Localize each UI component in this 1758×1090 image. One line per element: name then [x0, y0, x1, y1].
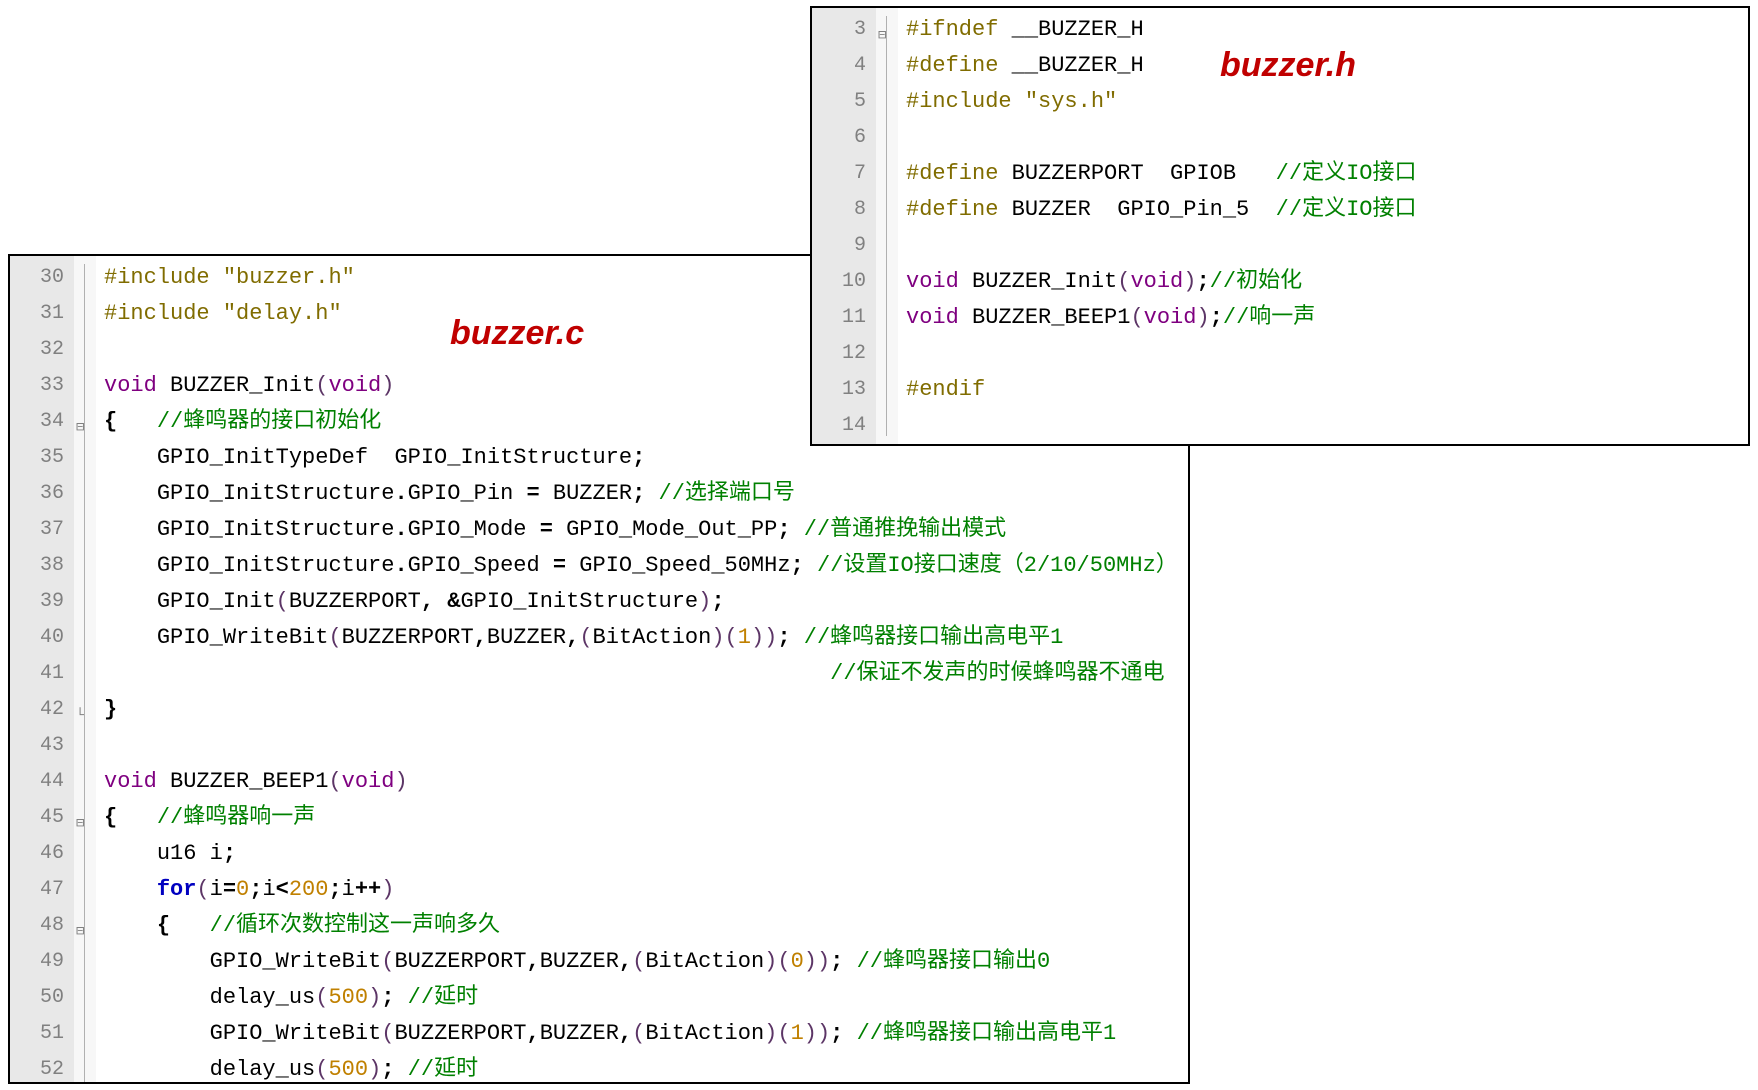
- code-line[interactable]: void BUZZER_BEEP1(void): [104, 764, 1180, 800]
- line-number: 3: [818, 12, 866, 48]
- code-line[interactable]: [906, 336, 1740, 372]
- line-number: 34: [16, 404, 64, 440]
- code-line[interactable]: [906, 120, 1740, 156]
- file-label-buzzer-h: buzzer.h: [1220, 46, 1356, 85]
- line-number: 5: [818, 84, 866, 120]
- line-number: 9: [818, 228, 866, 264]
- line-number: 49: [16, 944, 64, 980]
- line-number: 33: [16, 368, 64, 404]
- code-line[interactable]: [104, 728, 1180, 764]
- code-line[interactable]: delay_us(500); //延时: [104, 1052, 1180, 1084]
- code-line[interactable]: { //循环次数控制这一声响多久: [104, 908, 1180, 944]
- line-number: 6: [818, 120, 866, 156]
- code-line[interactable]: GPIO_Init(BUZZERPORT, &GPIO_InitStructur…: [104, 584, 1180, 620]
- code-line[interactable]: GPIO_InitStructure.GPIO_Speed = GPIO_Spe…: [104, 548, 1180, 584]
- fold-column[interactable]: ⊟: [876, 8, 898, 444]
- code-line[interactable]: GPIO_WriteBit(BUZZERPORT,BUZZER,(BitActi…: [104, 1016, 1180, 1052]
- code-line[interactable]: [906, 408, 1740, 444]
- line-number: 38: [16, 548, 64, 584]
- line-number: 10: [818, 264, 866, 300]
- code-line[interactable]: #include "sys.h": [906, 84, 1740, 120]
- code-line[interactable]: { //蜂鸣器响一声: [104, 800, 1180, 836]
- code-line[interactable]: for(i=0;i<200;i++): [104, 872, 1180, 908]
- line-number: 40: [16, 620, 64, 656]
- line-number-gutter: 3031323334353637383940414243444546474849…: [10, 256, 74, 1082]
- line-number: 36: [16, 476, 64, 512]
- line-number: 47: [16, 872, 64, 908]
- line-number: 46: [16, 836, 64, 872]
- code-line[interactable]: GPIO_InitStructure.GPIO_Mode = GPIO_Mode…: [104, 512, 1180, 548]
- line-number: 13: [818, 372, 866, 408]
- line-number-gutter: 34567891011121314: [812, 8, 876, 444]
- code-line[interactable]: #ifndef __BUZZER_H: [906, 12, 1740, 48]
- line-number: 43: [16, 728, 64, 764]
- line-number: 31: [16, 296, 64, 332]
- fold-column[interactable]: ⊟└⊟⊟└: [74, 256, 96, 1082]
- line-number: 41: [16, 656, 64, 692]
- line-number: 30: [16, 260, 64, 296]
- code-line[interactable]: GPIO_WriteBit(BUZZERPORT,BUZZER,(BitActi…: [104, 944, 1180, 980]
- line-number: 4: [818, 48, 866, 84]
- line-number: 42: [16, 692, 64, 728]
- code-line[interactable]: void BUZZER_BEEP1(void);//响一声: [906, 300, 1740, 336]
- fold-guide-line: [84, 264, 85, 1084]
- line-number: 35: [16, 440, 64, 476]
- code-line[interactable]: //保证不发声的时候蜂鸣器不通电: [104, 656, 1180, 692]
- line-number: 12: [818, 336, 866, 372]
- code-line[interactable]: #define BUZZERPORT GPIOB //定义IO接口: [906, 156, 1740, 192]
- code-line[interactable]: GPIO_InitStructure.GPIO_Pin = BUZZER; //…: [104, 476, 1180, 512]
- file-label-buzzer-c: buzzer.c: [450, 314, 584, 353]
- code-line[interactable]: delay_us(500); //延时: [104, 980, 1180, 1016]
- code-line[interactable]: #endif: [906, 372, 1740, 408]
- line-number: 14: [818, 408, 866, 444]
- line-number: 51: [16, 1016, 64, 1052]
- line-number: 37: [16, 512, 64, 548]
- fold-guide-line: [886, 16, 887, 436]
- code-line[interactable]: #define BUZZER GPIO_Pin_5 //定义IO接口: [906, 192, 1740, 228]
- line-number: 39: [16, 584, 64, 620]
- code-line[interactable]: [906, 228, 1740, 264]
- line-number: 52: [16, 1052, 64, 1084]
- line-number: 45: [16, 800, 64, 836]
- code-line[interactable]: void BUZZER_Init(void);//初始化: [906, 264, 1740, 300]
- code-line[interactable]: }: [104, 692, 1180, 728]
- line-number: 32: [16, 332, 64, 368]
- line-number: 48: [16, 908, 64, 944]
- line-number: 11: [818, 300, 866, 336]
- line-number: 7: [818, 156, 866, 192]
- code-line[interactable]: u16 i;: [104, 836, 1180, 872]
- code-line[interactable]: GPIO_WriteBit(BUZZERPORT,BUZZER,(BitActi…: [104, 620, 1180, 656]
- line-number: 50: [16, 980, 64, 1016]
- line-number: 44: [16, 764, 64, 800]
- line-number: 8: [818, 192, 866, 228]
